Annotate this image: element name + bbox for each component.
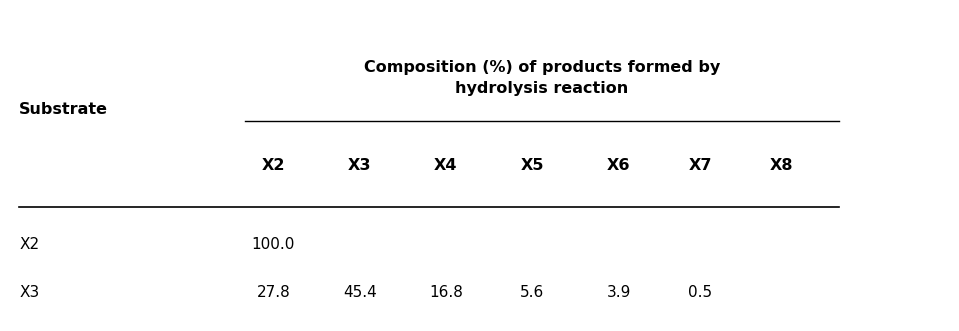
Text: X2: X2: [262, 158, 285, 173]
Text: Composition (%) of products formed by
hydrolysis reaction: Composition (%) of products formed by hy…: [363, 60, 720, 96]
Text: 100.0: 100.0: [251, 237, 295, 253]
Text: X7: X7: [689, 158, 712, 173]
Text: X3: X3: [19, 285, 39, 301]
Text: 27.8: 27.8: [256, 285, 291, 301]
Text: X4: X4: [434, 158, 457, 173]
Text: 3.9: 3.9: [606, 285, 631, 301]
Text: 16.8: 16.8: [429, 285, 463, 301]
Text: 45.4: 45.4: [342, 285, 377, 301]
Text: X3: X3: [348, 158, 371, 173]
Text: 5.6: 5.6: [520, 285, 545, 301]
Text: 0.5: 0.5: [688, 285, 713, 301]
Text: X8: X8: [770, 158, 793, 173]
Text: Substrate: Substrate: [19, 102, 108, 117]
Text: X2: X2: [19, 237, 39, 253]
Text: X6: X6: [607, 158, 630, 173]
Text: X5: X5: [521, 158, 544, 173]
